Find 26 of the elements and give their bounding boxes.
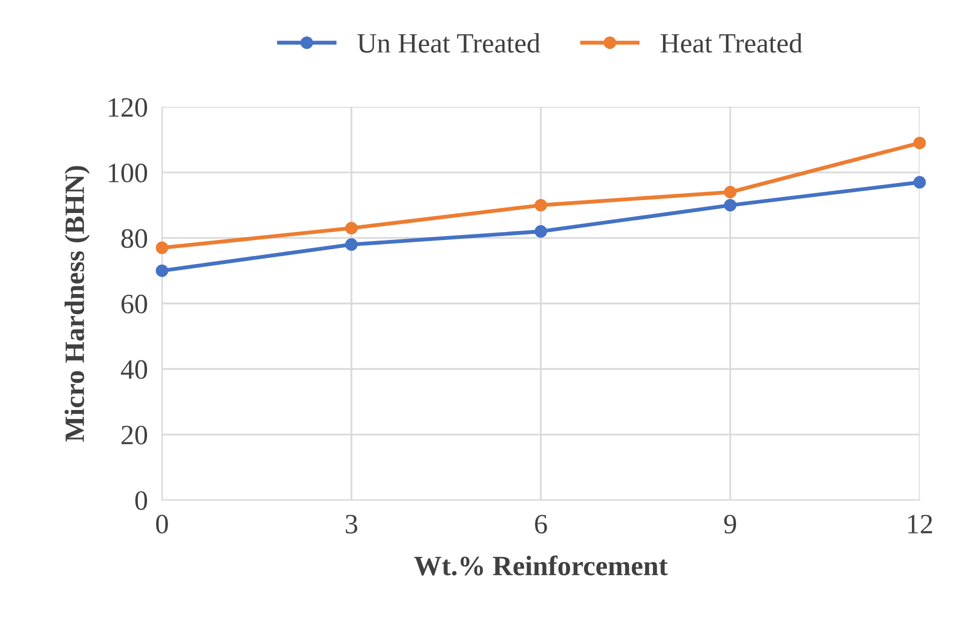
point [345,238,358,251]
x-axis-title: Wt.% Reinforcement [414,556,668,576]
x-tick-label: 3 [346,514,358,534]
y-tick-label: 0 [135,491,148,510]
point [156,264,168,277]
y-tick-label: 80 [121,229,148,248]
point [913,136,926,150]
x-tick-label: 6 [535,514,547,534]
y-tick-label: 60 [122,294,148,314]
legend-label: Heat Treated [660,33,802,53]
point [913,176,926,189]
point [156,242,168,254]
x-tick-label: 0 [156,514,168,534]
y-tick-label: 20 [122,426,148,444]
y-tick-label: 120 [108,98,148,117]
y-tick-label: 100 [108,164,148,182]
legend-label: Un Heat Treated [357,33,540,53]
x-tick-label: 12 [908,514,932,534]
x-tick-label: 9 [724,514,736,534]
point [534,198,548,212]
y-axis-title: Micro Hardness (BHN) [64,166,90,442]
point [534,225,548,238]
point [724,186,736,198]
y-tick-label: 40 [120,360,148,379]
point [345,222,358,234]
point [724,198,736,212]
